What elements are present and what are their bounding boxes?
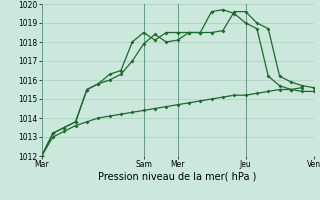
X-axis label: Pression niveau de la mer( hPa ): Pression niveau de la mer( hPa ) bbox=[99, 172, 257, 182]
